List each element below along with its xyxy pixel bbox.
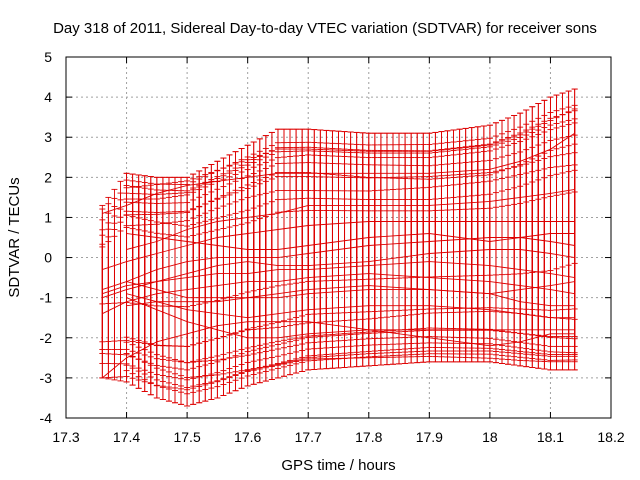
x-axis-label: GPS time / hours xyxy=(281,457,395,474)
x-tick-label: 17.8 xyxy=(355,429,382,445)
y-tick-label: 0 xyxy=(44,250,52,266)
chart-title: Day 318 of 2011, Sidereal Day-to-day VTE… xyxy=(53,20,597,37)
y-tick-label: -3 xyxy=(40,370,53,386)
series-line xyxy=(102,132,575,214)
x-tick-label: 18 xyxy=(482,429,498,445)
data-series xyxy=(102,132,575,379)
y-tick-label: 1 xyxy=(44,209,52,225)
x-tick-label: 18.2 xyxy=(597,429,624,445)
y-tick-label: -1 xyxy=(40,290,53,306)
x-tick-label: 17.3 xyxy=(52,429,79,445)
series-line xyxy=(126,293,575,319)
y-tick-label: 3 xyxy=(44,129,52,145)
x-tick-label: 17.6 xyxy=(234,429,261,445)
y-tick-label: 2 xyxy=(44,169,52,185)
x-tick-label: 17.4 xyxy=(113,429,140,445)
series-line xyxy=(102,221,575,271)
x-tick-label: 18.1 xyxy=(537,429,564,445)
series-line xyxy=(126,289,575,307)
y-tick-label: -2 xyxy=(40,330,53,346)
series-line xyxy=(102,237,575,291)
plot-frame xyxy=(65,56,612,419)
x-tick-label: 17.7 xyxy=(295,429,322,445)
error-bars xyxy=(99,88,578,407)
y-tick-label: -4 xyxy=(40,410,53,426)
y-axis-label: SDTVAR / TECUs xyxy=(6,177,23,297)
series-line xyxy=(126,188,575,250)
x-tick-label: 17.9 xyxy=(416,429,443,445)
axis-ticks: 17.3 17.4 17.5 17.6 17.7 17.8 17.9 18 18.1 18.2 -4… xyxy=(40,49,625,445)
series-line xyxy=(102,273,575,315)
y-tick-label: 5 xyxy=(44,49,52,65)
series-line xyxy=(102,249,575,299)
series-line xyxy=(102,321,575,379)
x-tick-label: 17.5 xyxy=(173,429,200,445)
series-line xyxy=(102,261,575,295)
series-line xyxy=(126,297,575,339)
series-line xyxy=(126,281,575,299)
y-tick-label: 4 xyxy=(44,89,52,105)
